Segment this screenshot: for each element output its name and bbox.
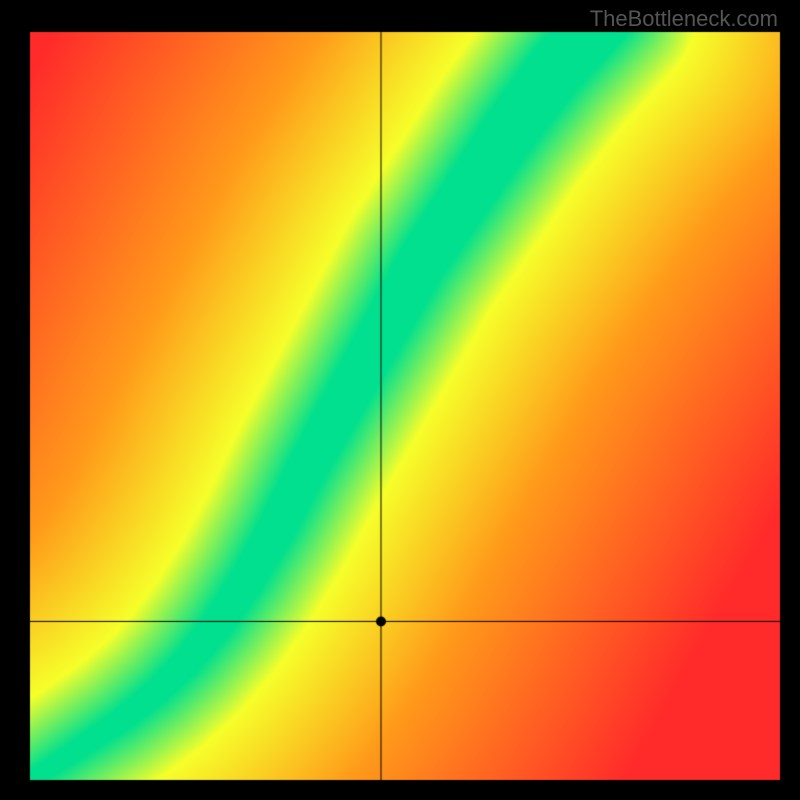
heatmap-canvas	[0, 0, 800, 800]
watermark-text: TheBottleneck.com	[590, 6, 778, 32]
chart-container: TheBottleneck.com	[0, 0, 800, 800]
